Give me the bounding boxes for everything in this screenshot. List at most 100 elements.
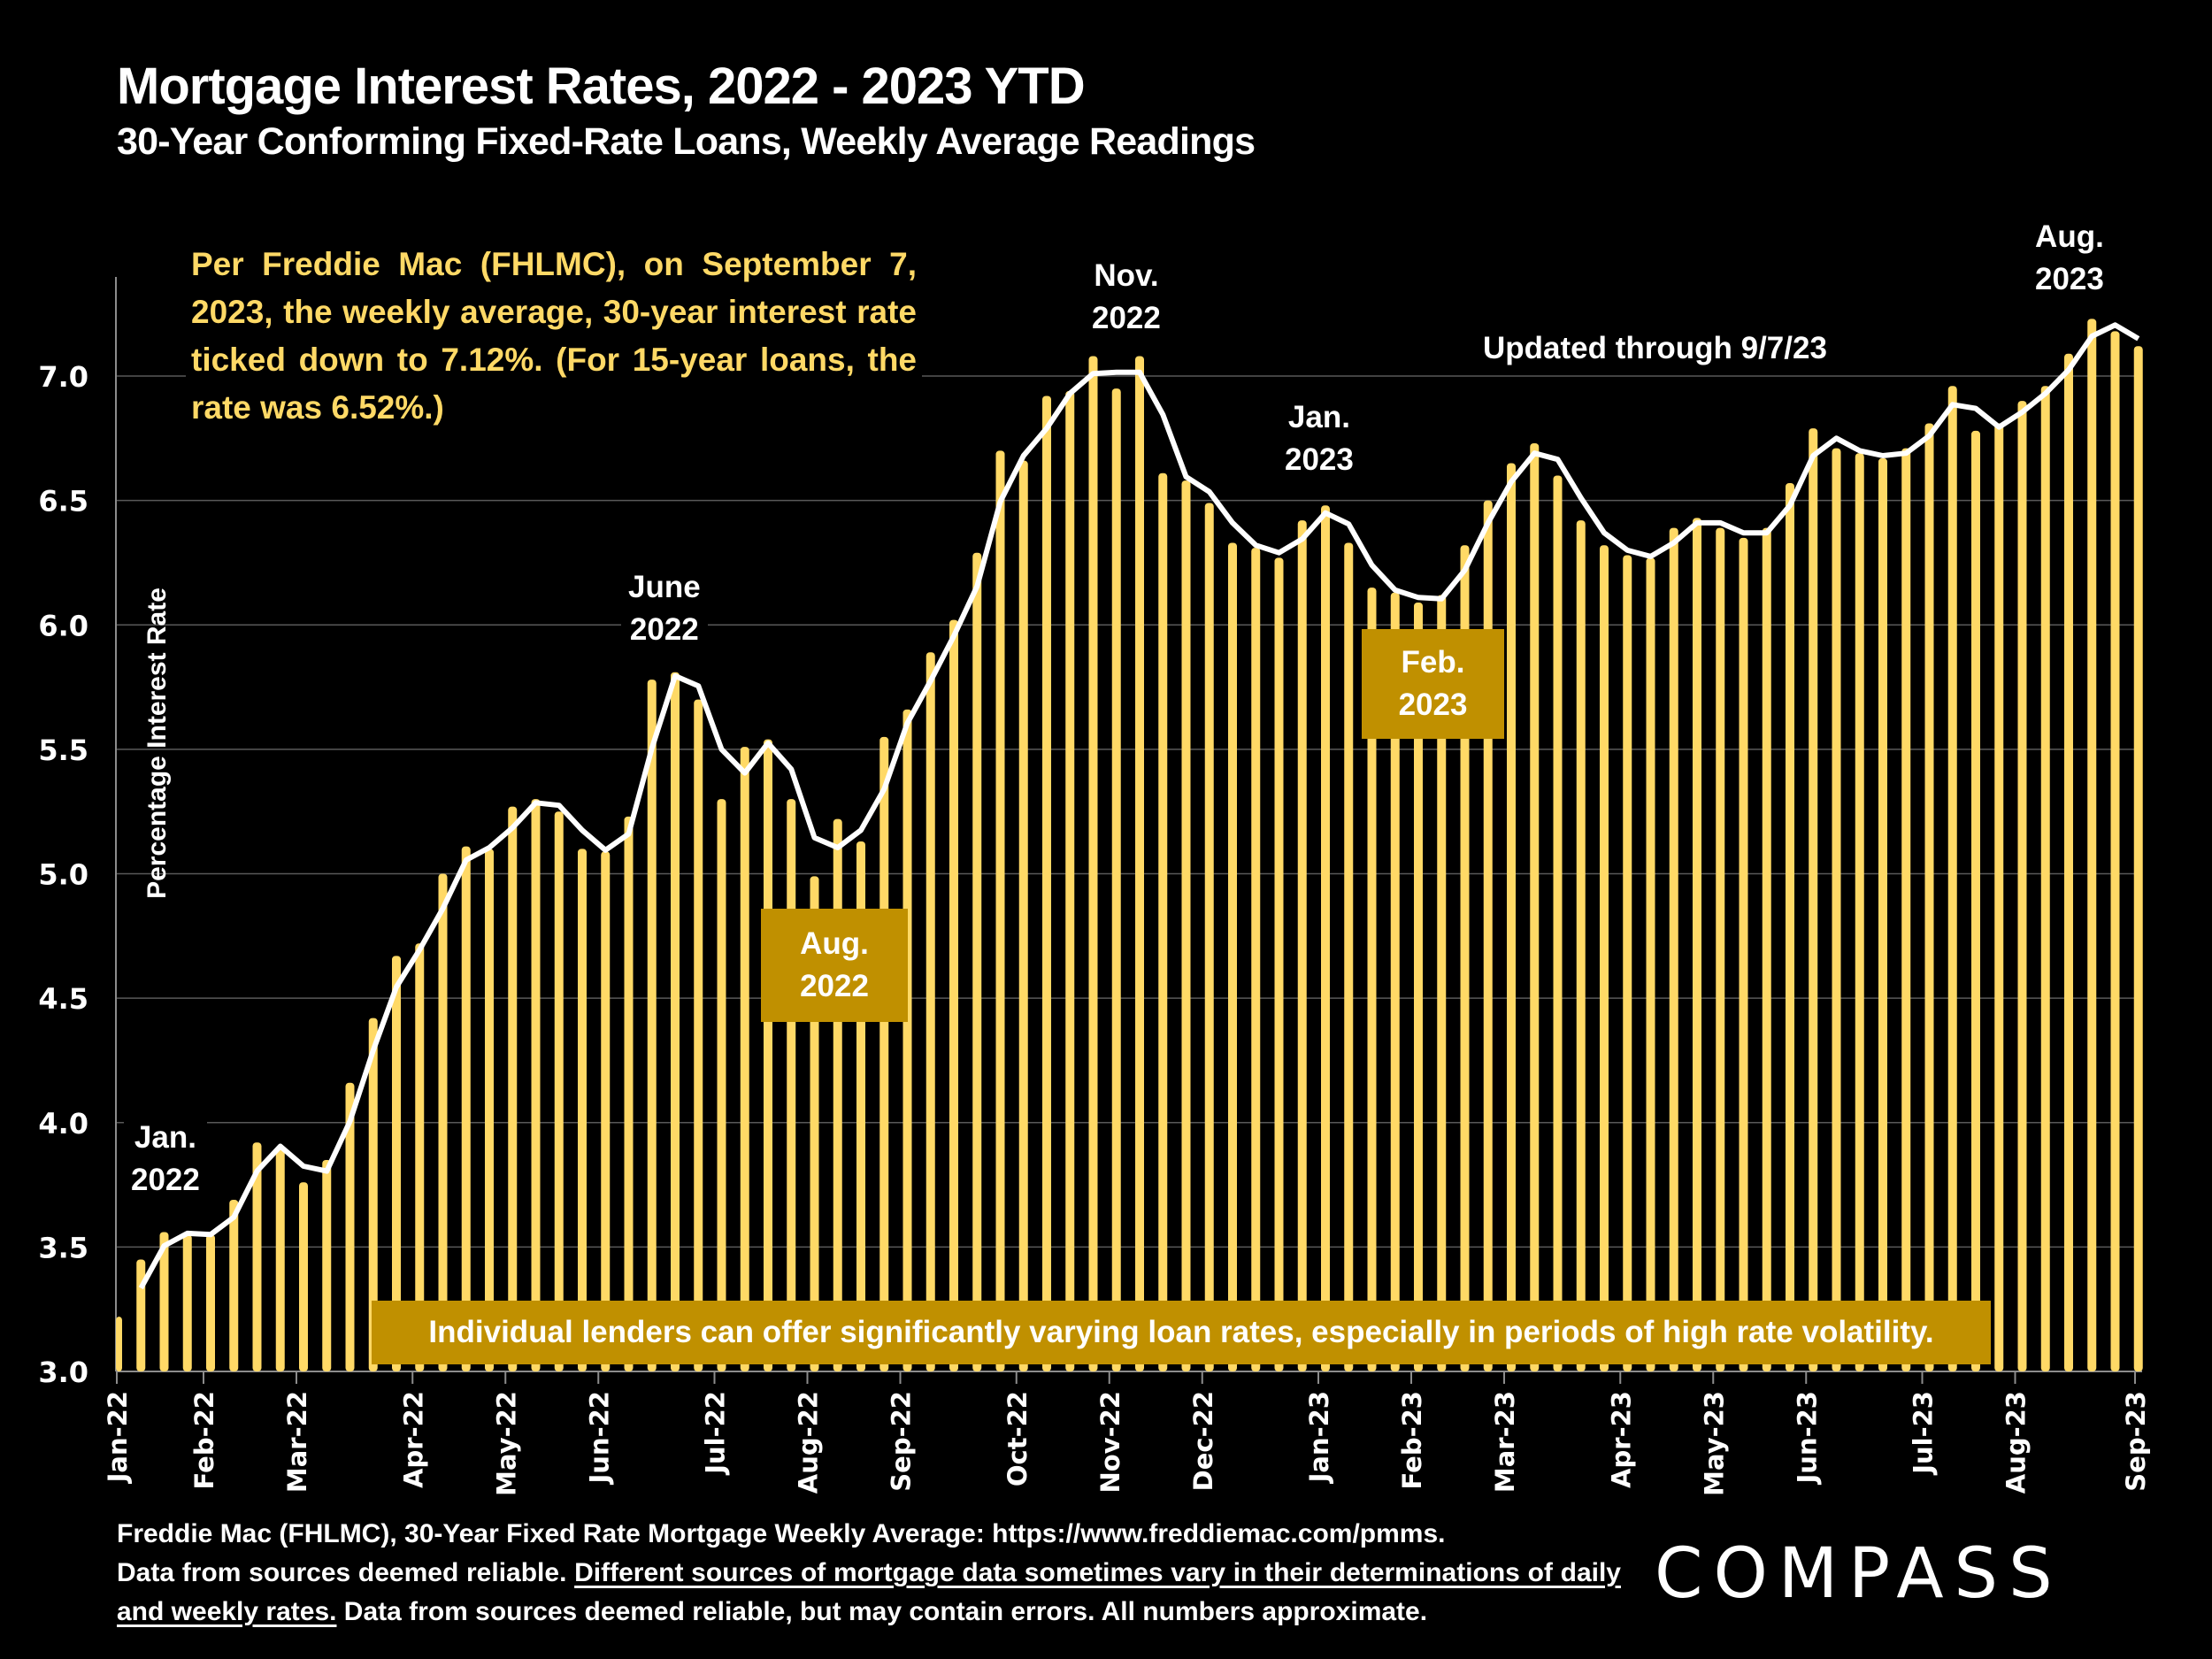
y-tick-label: 4.5: [38, 982, 88, 1016]
lender-variance-banner: Individual lenders can offer significant…: [372, 1301, 1991, 1364]
bar: [322, 1159, 332, 1371]
bar: [252, 1142, 262, 1371]
x-tick-label: Apr-23: [1606, 1391, 1636, 1488]
bar: [229, 1199, 239, 1371]
annotation-line: Aug.: [2035, 219, 2104, 254]
x-tick-label: Jun-22: [584, 1391, 614, 1485]
bar: [1135, 356, 1144, 1371]
y-tick-label: 5.0: [38, 858, 88, 892]
annotation-line: Feb.: [1401, 645, 1465, 680]
annotation-jan-2022: Jan. 2022: [124, 1117, 207, 1202]
bar: [1460, 545, 1470, 1371]
bar: [2017, 401, 2027, 1371]
annotation-feb-2023: Feb. 2023: [1362, 629, 1504, 739]
bar: [1297, 520, 1307, 1371]
footer-disclaimer: Data from sources deemed reliable, but m…: [336, 1597, 1428, 1626]
bar: [1065, 390, 1075, 1371]
bar: [206, 1234, 215, 1371]
bar: [1693, 518, 1701, 1371]
bar: [740, 747, 749, 1371]
annotation-line: June: [628, 570, 701, 604]
bar: [647, 680, 657, 1371]
bar: [601, 851, 611, 1371]
bar: [1878, 457, 1887, 1371]
bar: [1251, 548, 1261, 1371]
bar: [717, 799, 726, 1371]
x-tick-label: Jan-23: [1304, 1391, 1334, 1484]
chart-title: Mortgage Interest Rates, 2022 - 2023 YTD: [117, 58, 1086, 115]
bar: [624, 816, 634, 1371]
x-tick-label: Oct-22: [1002, 1391, 1033, 1486]
x-tick-label: Aug-22: [794, 1391, 824, 1494]
bar: [1321, 505, 1330, 1371]
annotation-line: Nov.: [1094, 258, 1159, 293]
bar: [1158, 472, 1168, 1371]
bar: [1111, 388, 1121, 1371]
y-tick-label: 3.0: [38, 1356, 88, 1389]
chart-subtitle: 30-Year Conforming Fixed-Rate Loans, Wee…: [117, 120, 1256, 163]
bar: [902, 709, 912, 1371]
bar: [1018, 460, 1028, 1371]
bar: [2133, 346, 2143, 1371]
x-tick-label: Nov-22: [1095, 1391, 1125, 1494]
annotation-line: 2022: [800, 969, 869, 1003]
bar: [1855, 453, 1864, 1371]
x-tick-label: Mar-22: [282, 1391, 312, 1493]
y-tick-label: 3.5: [38, 1231, 88, 1264]
bar: [1228, 542, 1237, 1371]
x-tick-label: May-22: [491, 1391, 521, 1496]
y-tick-label: 7.0: [38, 360, 88, 394]
bar: [182, 1234, 192, 1371]
bar: [116, 1317, 122, 1371]
bar: [136, 1259, 146, 1371]
x-tick-label: Apr-22: [398, 1391, 428, 1488]
moving-average-line: [138, 322, 2140, 1290]
annotation-line: Jan.: [1287, 400, 1350, 434]
bar: [995, 450, 1005, 1371]
bar: [438, 873, 448, 1371]
bar: [1274, 557, 1284, 1371]
x-tick-label: Jul-23: [1909, 1391, 1939, 1476]
y-tick-label: 4.0: [38, 1107, 88, 1141]
bar: [2040, 386, 2050, 1371]
bar: [1669, 527, 1678, 1371]
annotation-line: 2023: [1285, 442, 1354, 477]
bar: [1414, 602, 1423, 1371]
annotation-june-2022: June 2022: [621, 566, 708, 651]
bar: [1042, 396, 1051, 1371]
bar: [554, 811, 564, 1371]
bar: [1832, 448, 1841, 1371]
bar: [1623, 555, 1632, 1371]
bar: [159, 1232, 169, 1371]
y-tick-label: 6.5: [38, 485, 88, 518]
moving-average-polyline: [138, 322, 2140, 1290]
x-tick-label: Sep-22: [887, 1391, 917, 1492]
bar: [1739, 537, 1748, 1371]
annotation-aug-2023: Aug. 2023: [2028, 216, 2111, 301]
annotation-line: Jan.: [134, 1120, 196, 1155]
annotation-line: 2022: [629, 612, 699, 647]
bar: [694, 699, 703, 1371]
annotation-line: 2022: [1092, 301, 1161, 335]
annotation-nov-2022: Nov. 2022: [1085, 255, 1168, 340]
bar: [275, 1149, 285, 1371]
bar: [299, 1182, 308, 1371]
bar: [1367, 588, 1377, 1371]
bar: [2110, 331, 2120, 1371]
source-footer: Freddie Mac (FHLMC), 30-Year Fixed Rate …: [117, 1515, 1621, 1632]
bar: [879, 736, 889, 1371]
bar: [415, 943, 425, 1371]
bar: [2064, 353, 2073, 1371]
bar: [1901, 448, 1911, 1371]
x-tick-label: Feb-22: [189, 1391, 219, 1489]
x-tick-label: May-23: [1699, 1391, 1729, 1496]
annotation-line: 2023: [2035, 262, 2104, 296]
x-tick-label: Jun-23: [1792, 1391, 1822, 1485]
bar: [392, 956, 401, 1371]
bar: [1576, 520, 1586, 1371]
bar: [531, 799, 541, 1371]
bar: [671, 672, 680, 1371]
bar: [1390, 592, 1400, 1371]
bar: [1809, 428, 1818, 1371]
bar: [1947, 386, 1957, 1371]
